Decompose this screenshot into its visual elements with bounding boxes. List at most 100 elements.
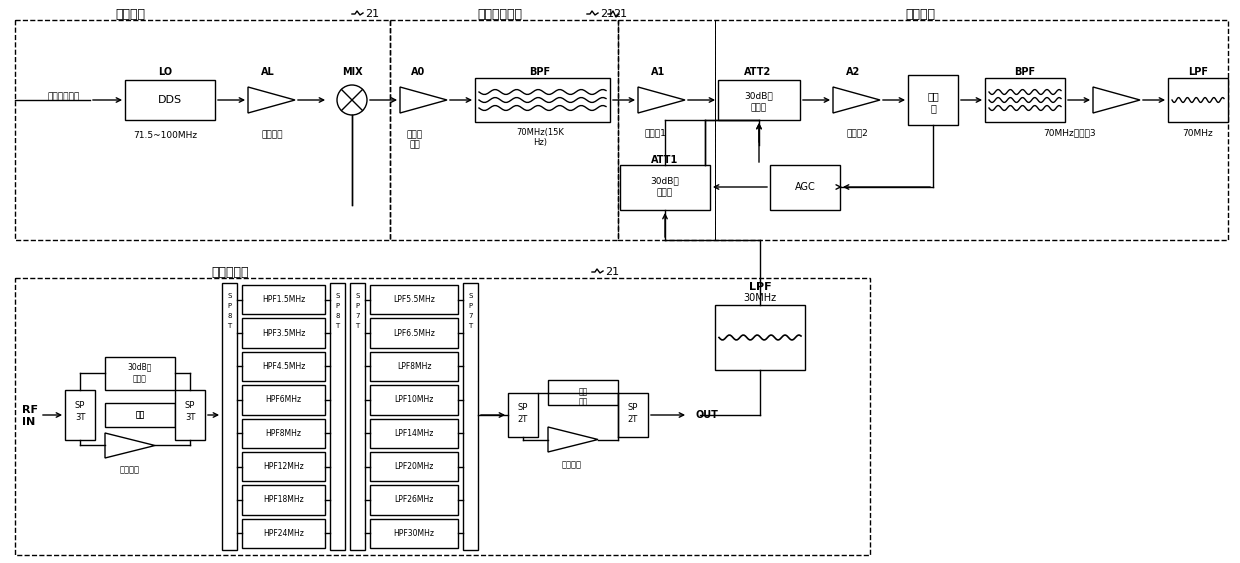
Text: 3T: 3T	[74, 413, 86, 422]
Text: SP: SP	[518, 403, 528, 412]
Polygon shape	[770, 165, 839, 210]
Polygon shape	[548, 380, 618, 405]
Polygon shape	[370, 418, 458, 448]
Text: 21: 21	[613, 9, 627, 19]
Text: HPF4.5MHz: HPF4.5MHz	[262, 362, 305, 371]
Polygon shape	[715, 305, 805, 370]
Text: 控衰减: 控衰减	[657, 189, 673, 198]
Polygon shape	[620, 165, 711, 210]
Polygon shape	[508, 393, 538, 437]
Polygon shape	[463, 283, 477, 550]
Text: 一中频: 一中频	[407, 131, 423, 140]
Text: MIX: MIX	[342, 67, 362, 77]
Text: LPF8MHz: LPF8MHz	[397, 362, 432, 371]
Text: AL: AL	[262, 67, 275, 77]
Polygon shape	[475, 78, 610, 122]
Polygon shape	[125, 80, 215, 120]
Text: AGC: AGC	[795, 182, 816, 192]
Text: SP: SP	[74, 400, 86, 409]
Polygon shape	[175, 390, 205, 440]
Text: HPF24MHz: HPF24MHz	[263, 529, 304, 538]
Polygon shape	[105, 433, 155, 458]
Text: OUT: OUT	[694, 410, 718, 420]
Polygon shape	[242, 318, 325, 348]
Text: S: S	[469, 293, 472, 299]
Polygon shape	[618, 393, 649, 437]
Text: 21: 21	[605, 267, 619, 277]
Text: HPF30MHz: HPF30MHz	[393, 529, 434, 538]
Text: HPF6MHz: HPF6MHz	[265, 395, 301, 404]
Text: 21: 21	[365, 9, 379, 19]
Text: LPF26MHz: LPF26MHz	[394, 495, 434, 504]
Text: SP: SP	[627, 403, 639, 412]
Polygon shape	[370, 352, 458, 381]
Text: HPF18MHz: HPF18MHz	[263, 495, 304, 504]
Text: 直通: 直通	[578, 397, 588, 406]
Text: SP: SP	[185, 400, 195, 409]
Polygon shape	[370, 318, 458, 348]
Text: HPF3.5MHz: HPF3.5MHz	[262, 329, 305, 338]
Text: BPF: BPF	[1014, 67, 1035, 77]
Text: S: S	[227, 293, 232, 299]
Polygon shape	[718, 80, 800, 120]
Text: T: T	[227, 323, 232, 329]
Polygon shape	[105, 357, 175, 390]
Text: 直通: 直通	[135, 410, 145, 419]
Text: LPF5.5MHz: LPF5.5MHz	[393, 295, 435, 304]
Polygon shape	[248, 87, 295, 113]
Text: 30dB数: 30dB数	[128, 363, 153, 372]
Polygon shape	[242, 418, 325, 448]
Circle shape	[337, 85, 367, 115]
Text: ATT1: ATT1	[651, 155, 678, 165]
Text: 70MHz: 70MHz	[1183, 128, 1214, 137]
Text: LPF: LPF	[1188, 67, 1208, 77]
Text: 控衰减: 控衰减	[751, 104, 768, 113]
Text: 输出放大: 输出放大	[562, 461, 582, 470]
Text: 70MHz(15K: 70MHz(15K	[516, 128, 564, 137]
Polygon shape	[242, 285, 325, 314]
Text: A1: A1	[651, 67, 665, 77]
Text: 分段滤波器: 分段滤波器	[211, 266, 249, 279]
Polygon shape	[242, 385, 325, 414]
Text: 放大: 放大	[409, 141, 420, 150]
Polygon shape	[370, 385, 458, 414]
Text: P: P	[356, 303, 360, 309]
Polygon shape	[985, 78, 1065, 122]
Text: 2T: 2T	[627, 415, 639, 425]
Text: T: T	[356, 323, 360, 329]
Text: P: P	[227, 303, 232, 309]
Polygon shape	[330, 283, 345, 550]
Polygon shape	[639, 87, 684, 113]
Text: P: P	[469, 303, 472, 309]
Text: 变频电路: 变频电路	[115, 7, 145, 20]
Text: Hz): Hz)	[533, 138, 547, 148]
Text: P: P	[336, 303, 340, 309]
Text: 8: 8	[335, 313, 340, 319]
Polygon shape	[833, 87, 880, 113]
Text: LPF6.5MHz: LPF6.5MHz	[393, 329, 435, 338]
Text: 控衰减: 控衰减	[133, 374, 146, 383]
Polygon shape	[1168, 78, 1228, 122]
Text: 30MHz: 30MHz	[744, 293, 776, 303]
Text: 3T: 3T	[185, 413, 195, 422]
Polygon shape	[908, 75, 959, 125]
Polygon shape	[105, 403, 175, 427]
Text: LPF: LPF	[749, 282, 771, 292]
Polygon shape	[242, 485, 325, 515]
Text: A0: A0	[410, 67, 425, 77]
Text: T: T	[469, 323, 472, 329]
Polygon shape	[548, 427, 598, 452]
Text: 器: 器	[930, 103, 936, 113]
Polygon shape	[401, 87, 446, 113]
Text: 输入放大: 输入放大	[120, 466, 140, 475]
Text: S: S	[335, 293, 340, 299]
Text: LPF14MHz: LPF14MHz	[394, 428, 434, 437]
Text: IN: IN	[22, 417, 35, 427]
Polygon shape	[222, 283, 237, 550]
Text: HPF12MHz: HPF12MHz	[263, 462, 304, 471]
Text: 70MHz放大器3: 70MHz放大器3	[1044, 128, 1096, 137]
Text: LO: LO	[157, 67, 172, 77]
Text: 8: 8	[227, 313, 232, 319]
Polygon shape	[370, 519, 458, 548]
Text: 21: 21	[600, 9, 614, 19]
